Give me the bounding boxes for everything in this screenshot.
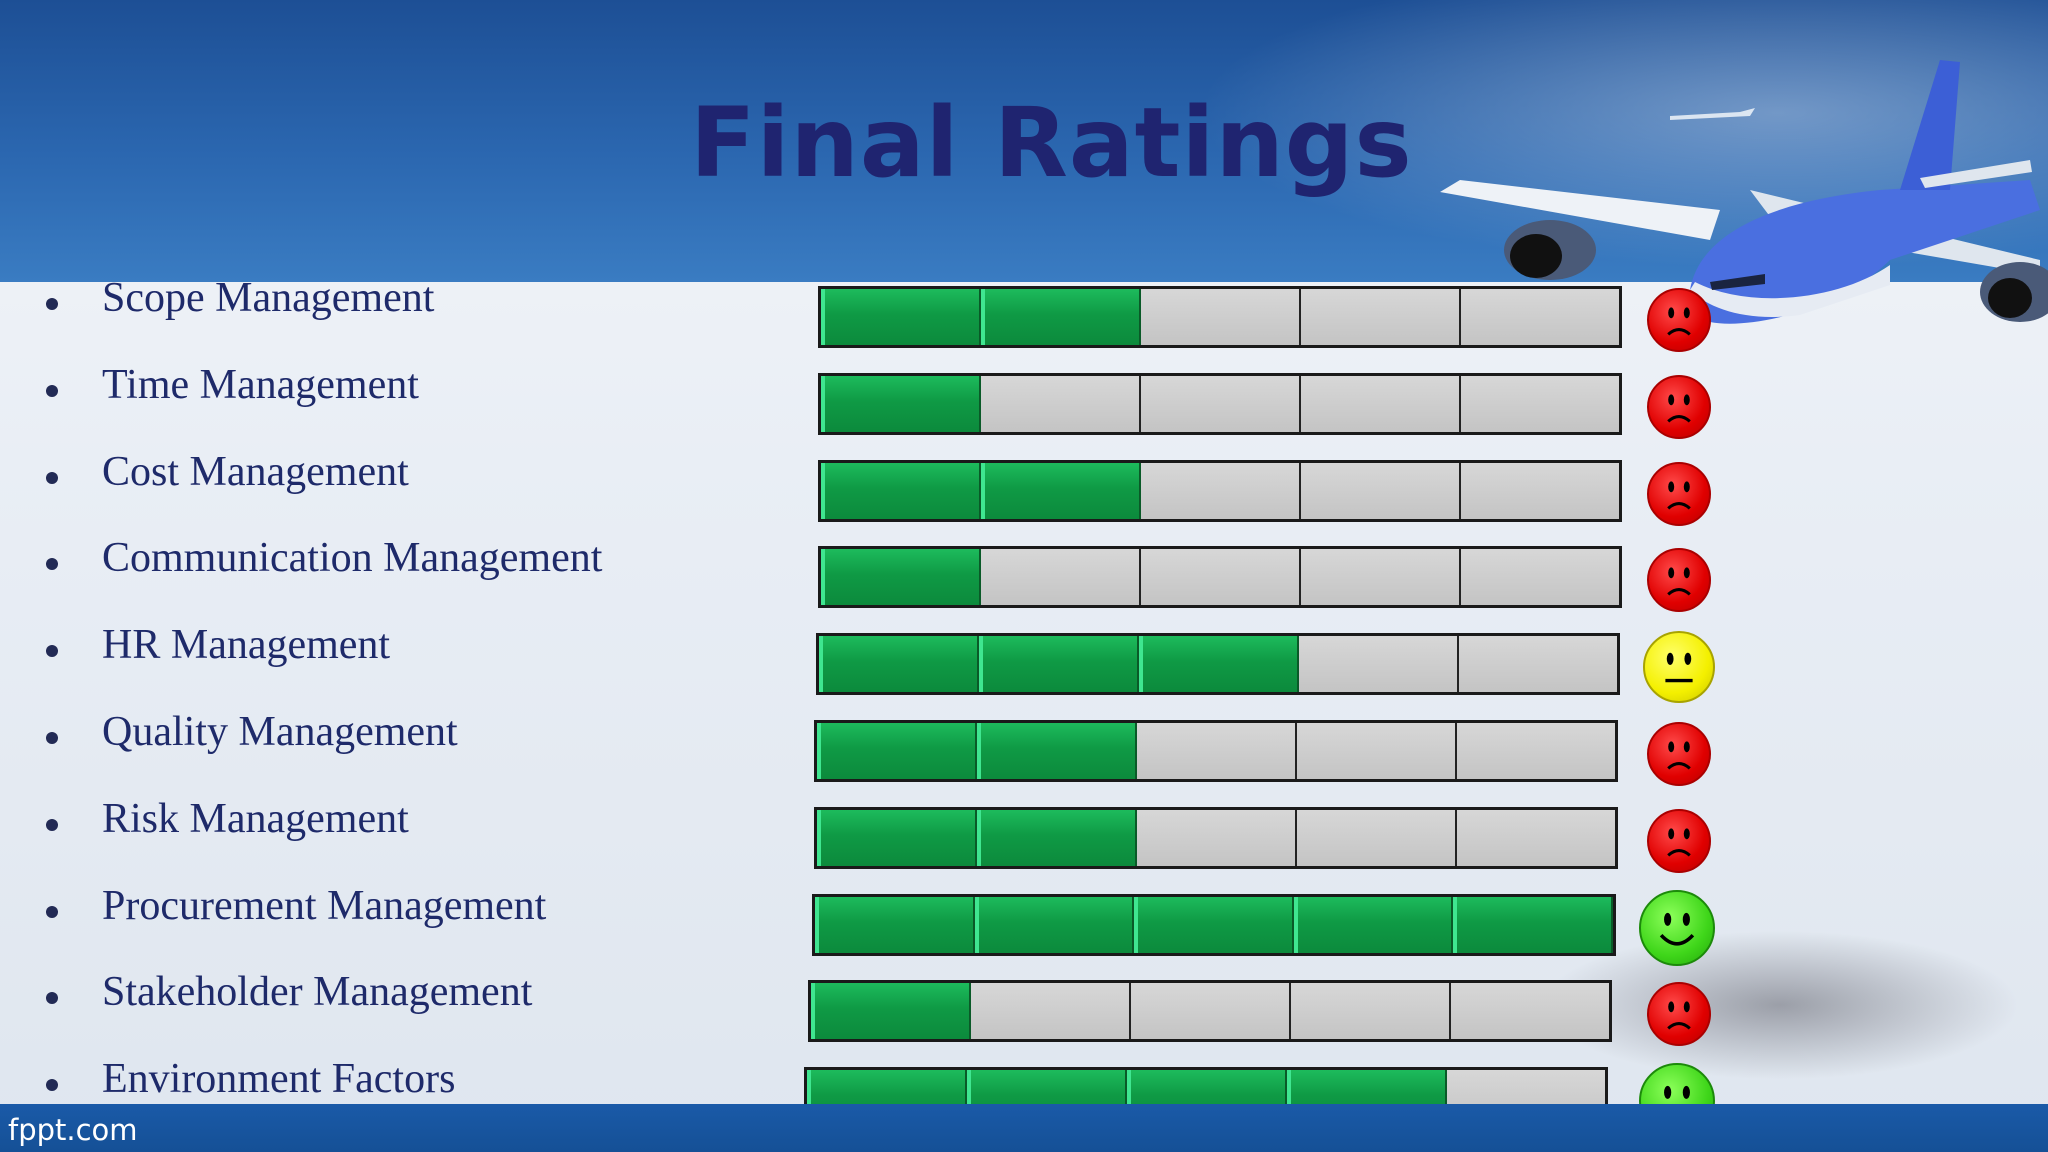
rating-segment-filled (821, 289, 981, 345)
bullet-icon (46, 905, 58, 918)
rating-segment-filled (1139, 636, 1299, 693)
rating-label: Risk Management (102, 795, 409, 842)
rating-segment-filled (974, 896, 1135, 953)
rating-segment-empty (1451, 983, 1609, 1040)
sad-face-icon (1647, 288, 1711, 352)
rating-label: Environment Factors (102, 1056, 456, 1103)
rating-label: Quality Management (102, 709, 458, 755)
rating-segment-empty (1301, 289, 1461, 345)
bullet-icon (46, 298, 58, 310)
footer-text: fppt.com (8, 1113, 138, 1147)
rating-bar (818, 286, 1622, 348)
rating-segment-empty (1461, 549, 1619, 606)
rating-segment-filled (1134, 896, 1294, 953)
rating-bar (818, 459, 1622, 522)
rating-segment-filled (811, 983, 971, 1040)
rating-bar (814, 720, 1618, 782)
rating-row: Communication Management (0, 535, 2048, 633)
rating-label: Cost Management (102, 448, 409, 495)
rating-segment-empty (1461, 462, 1619, 519)
rating-row: Stakeholder Management (0, 969, 2048, 1067)
rating-row: Risk Management (0, 796, 2048, 894)
rating-segment-empty (1137, 809, 1297, 866)
airplane-image (1440, 60, 2048, 324)
bullet-icon (46, 645, 58, 658)
rating-segment-empty (1459, 636, 1617, 693)
rating-segment-empty (1141, 549, 1301, 606)
rating-segment-filled (981, 462, 1141, 519)
bullet-icon (46, 558, 58, 571)
rating-segment-empty (1141, 462, 1301, 519)
rating-segment-filled (1293, 896, 1454, 953)
footer-band (0, 1104, 2048, 1152)
rating-segment-filled (821, 375, 981, 432)
rating-segment-filled (817, 723, 977, 779)
rating-segment-filled (817, 809, 977, 866)
rating-bar (812, 893, 1616, 956)
rating-segment-filled (821, 549, 981, 606)
sad-face-icon (1647, 461, 1711, 526)
rating-segment-empty (971, 983, 1131, 1040)
sad-face-icon (1647, 374, 1711, 439)
rating-segment-filled (977, 723, 1137, 779)
bullet-icon (46, 1079, 58, 1092)
bullet-icon (46, 732, 58, 744)
rating-row: HR Management (0, 622, 2048, 720)
rating-segment-empty (1461, 289, 1619, 345)
rating-segment-empty (1301, 549, 1461, 606)
airplane-shadow (1540, 930, 2020, 1080)
rating-row: Scope Management (0, 275, 2048, 373)
rating-segment-empty (1461, 375, 1619, 432)
rating-segment-empty (1457, 809, 1615, 866)
rating-segment-filled (977, 809, 1137, 866)
rating-segment-empty (1141, 375, 1301, 432)
rating-bar (816, 633, 1620, 696)
rating-segment-empty (981, 549, 1141, 606)
rating-segment-empty (1141, 289, 1301, 345)
rating-label: Communication Management (102, 535, 603, 582)
rating-segment-empty (981, 375, 1141, 432)
rating-label: Scope Management (102, 275, 435, 321)
rating-segment-filled (815, 896, 975, 953)
rating-segment-empty (1137, 723, 1297, 779)
rating-segment-filled (979, 636, 1139, 693)
rating-segment-filled (981, 289, 1141, 345)
rating-segment-filled (821, 462, 981, 519)
rating-segment-empty (1457, 723, 1615, 779)
rating-bar (814, 806, 1618, 869)
rating-segment-empty (1297, 809, 1457, 866)
rating-segment-empty (1299, 636, 1459, 693)
sad-face-icon (1647, 722, 1711, 786)
rating-row: Procurement Management (0, 883, 2048, 981)
rating-segment-empty (1291, 983, 1451, 1040)
rating-segment-filled (1453, 896, 1613, 953)
neutral-face-icon (1643, 631, 1715, 704)
rating-bar (818, 546, 1622, 609)
rating-label: Procurement Management (102, 882, 547, 929)
bullet-icon (46, 992, 58, 1005)
sad-face-icon (1647, 982, 1711, 1047)
rating-segment-empty (1297, 723, 1457, 779)
bullet-icon (46, 818, 58, 831)
bullet-icon (46, 384, 58, 397)
rating-label: HR Management (102, 622, 391, 669)
rating-label: Stakeholder Management (102, 969, 533, 1016)
rating-label: Time Management (102, 361, 419, 408)
rating-bar (818, 372, 1622, 435)
sad-face-icon (1647, 808, 1711, 873)
rating-row: Time Management (0, 362, 2048, 460)
sad-face-icon (1647, 548, 1711, 613)
rating-row: Quality Management (0, 709, 2048, 807)
bullet-icon (46, 471, 58, 484)
rating-row: Cost Management (0, 449, 2048, 547)
slide-title: Final Ratings (690, 87, 1413, 199)
rating-bar (808, 980, 1612, 1043)
rating-segment-empty (1131, 983, 1291, 1040)
happy-face-icon (1639, 889, 1715, 966)
rating-segment-empty (1301, 375, 1461, 432)
rating-segment-empty (1301, 462, 1461, 519)
rating-segment-filled (819, 636, 979, 693)
